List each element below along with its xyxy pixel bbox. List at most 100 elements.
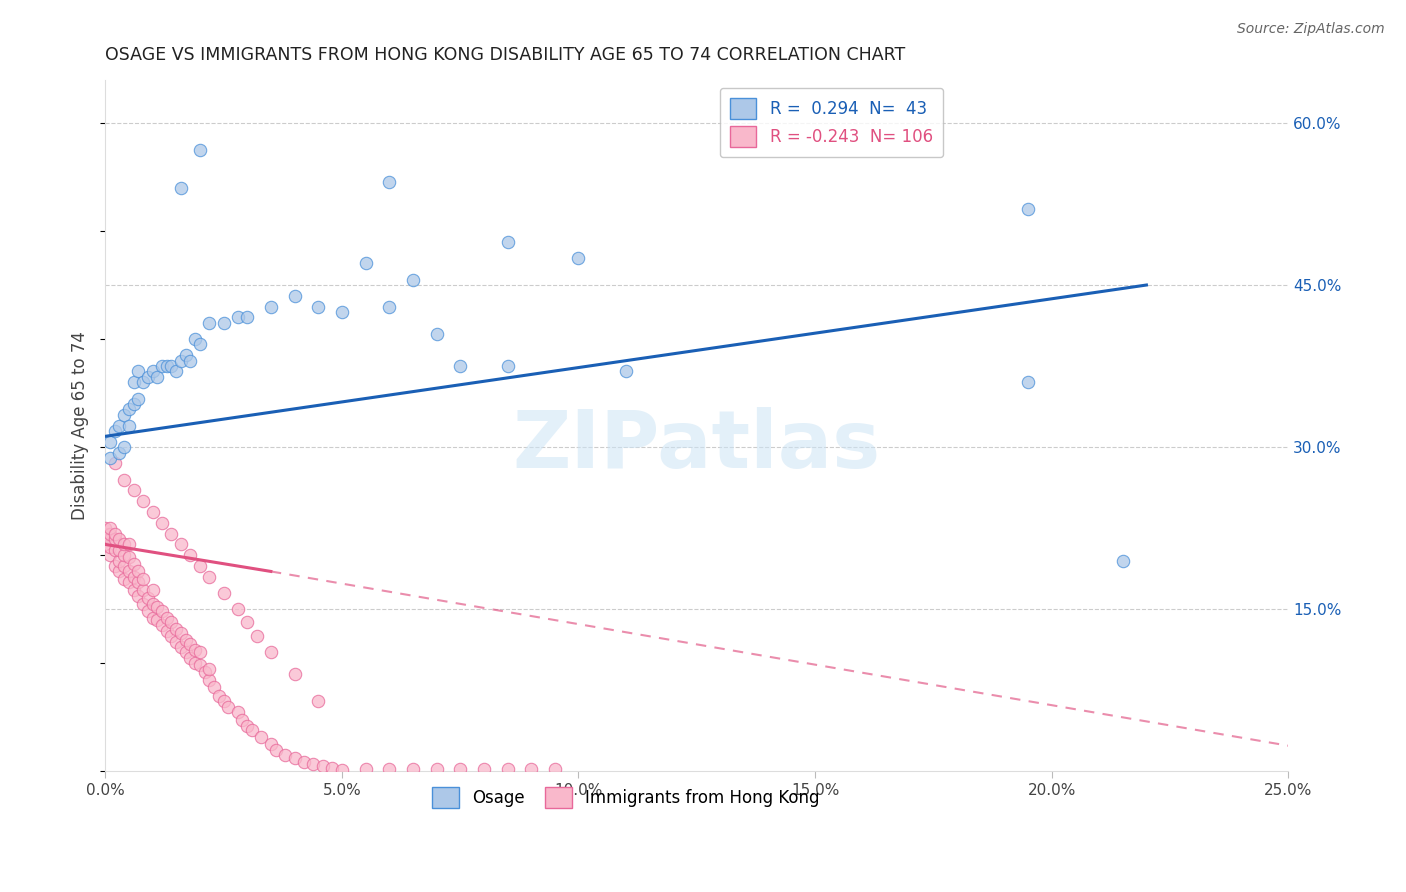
Point <box>104 424 127 438</box>
Point <box>260 645 283 659</box>
Point <box>260 300 283 314</box>
Point <box>132 494 155 508</box>
Point <box>141 582 163 597</box>
Point <box>118 575 141 590</box>
Text: OSAGE VS IMMIGRANTS FROM HONG KONG DISABILITY AGE 65 TO 74 CORRELATION CHART: OSAGE VS IMMIGRANTS FROM HONG KONG DISAB… <box>105 46 905 64</box>
Point <box>174 645 197 659</box>
Point <box>425 762 447 776</box>
Point <box>198 570 221 584</box>
Point <box>188 559 211 574</box>
Point <box>226 602 249 616</box>
Point <box>212 316 235 330</box>
Point <box>378 300 401 314</box>
Point <box>321 761 343 775</box>
Point <box>112 548 135 562</box>
Point <box>150 604 173 618</box>
Point <box>141 505 163 519</box>
Point <box>354 256 377 270</box>
Point <box>179 637 201 651</box>
Point <box>132 597 155 611</box>
Point <box>174 632 197 647</box>
Point <box>312 759 335 773</box>
Point <box>188 337 211 351</box>
Point <box>264 743 287 757</box>
Point <box>98 450 121 465</box>
Point <box>122 557 145 571</box>
Point <box>132 582 155 597</box>
Point <box>118 402 141 417</box>
Point <box>212 694 235 708</box>
Point <box>122 582 145 597</box>
Point <box>108 542 131 557</box>
Point <box>108 418 131 433</box>
Point <box>122 397 145 411</box>
Point <box>104 526 127 541</box>
Point <box>292 755 315 769</box>
Point <box>307 300 329 314</box>
Point <box>170 180 193 194</box>
Point <box>146 370 169 384</box>
Point <box>127 392 149 406</box>
Point <box>544 762 567 776</box>
Point <box>236 719 259 733</box>
Point <box>112 537 135 551</box>
Point <box>226 705 249 719</box>
Text: Source: ZipAtlas.com: Source: ZipAtlas.com <box>1237 22 1385 37</box>
Point <box>496 235 519 249</box>
Point <box>184 643 207 657</box>
Point <box>170 537 193 551</box>
Point <box>132 376 155 390</box>
Point <box>188 645 211 659</box>
Point <box>118 550 141 565</box>
Point <box>118 565 141 579</box>
Point <box>98 521 121 535</box>
Point <box>150 618 173 632</box>
Point <box>198 316 221 330</box>
Point <box>260 737 283 751</box>
Point <box>307 694 329 708</box>
Point <box>184 657 207 671</box>
Point <box>122 483 145 498</box>
Point <box>402 762 425 776</box>
Point <box>104 456 127 470</box>
Point <box>160 615 183 630</box>
Point <box>127 364 149 378</box>
Point <box>160 359 183 373</box>
Point <box>236 615 259 630</box>
Point <box>160 629 183 643</box>
Point <box>179 353 201 368</box>
Point <box>136 370 159 384</box>
Point <box>141 611 163 625</box>
Point <box>118 418 141 433</box>
Point <box>98 540 121 554</box>
Point <box>188 143 211 157</box>
Point <box>330 764 353 778</box>
Point <box>240 723 263 738</box>
Point <box>179 548 201 562</box>
Point <box>127 565 149 579</box>
Point <box>98 548 121 562</box>
Point <box>146 600 169 615</box>
Point <box>94 526 117 541</box>
Point <box>496 762 519 776</box>
Point <box>212 586 235 600</box>
Legend: Osage, Immigrants from Hong Kong: Osage, Immigrants from Hong Kong <box>426 780 827 815</box>
Point <box>378 762 401 776</box>
Point <box>127 575 149 590</box>
Point <box>496 359 519 373</box>
Point <box>150 516 173 530</box>
Point <box>165 364 187 378</box>
Point <box>104 532 127 546</box>
Point <box>1017 376 1039 390</box>
Point <box>122 376 145 390</box>
Point <box>354 762 377 776</box>
Point <box>520 762 543 776</box>
Point <box>246 629 269 643</box>
Point <box>98 532 121 546</box>
Point <box>118 537 141 551</box>
Point <box>198 662 221 676</box>
Point <box>330 305 353 319</box>
Y-axis label: Disability Age 65 to 74: Disability Age 65 to 74 <box>72 331 89 520</box>
Point <box>165 622 187 636</box>
Point <box>402 272 425 286</box>
